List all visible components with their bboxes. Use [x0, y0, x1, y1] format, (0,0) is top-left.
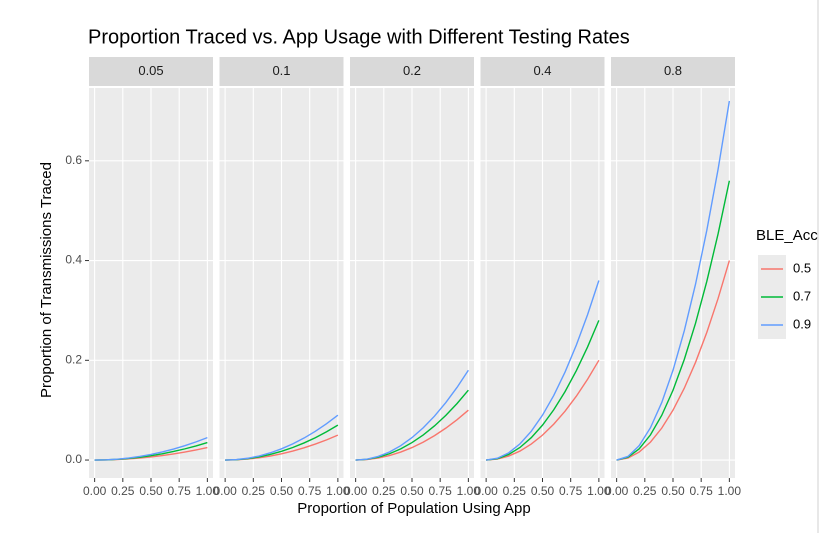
x-tick-label: 0.25 — [372, 484, 396, 498]
data-line — [94, 436, 208, 461]
strip-label: 0.4 — [533, 63, 551, 78]
y-axis-title: Proportion of Transmissions Traced — [38, 162, 55, 398]
x-tick-label: 0.00 — [344, 484, 368, 498]
x-tick-label: 0.00 — [83, 484, 107, 498]
y-tick-label: 0.0 — [65, 452, 82, 466]
legend-title: BLE_Acc — [756, 227, 818, 244]
data-line — [616, 180, 731, 461]
strip-background — [89, 57, 213, 86]
chart-title: Proportion Traced vs. App Usage with Dif… — [88, 26, 630, 48]
x-axis-title: Proportion of Population Using App — [297, 500, 531, 517]
data-line — [486, 320, 600, 461]
data-line — [616, 100, 731, 461]
data-line — [486, 280, 600, 461]
x-tick-label: 1.00 — [326, 484, 350, 498]
x-tick-label: 0.50 — [270, 484, 294, 498]
strip-label: 0.1 — [272, 63, 290, 78]
strip-background — [611, 57, 735, 86]
x-tick-label: 0.75 — [690, 484, 714, 498]
x-tick-label: 0.00 — [474, 484, 498, 498]
data-line — [616, 260, 731, 461]
data-line — [225, 414, 339, 461]
x-tick-label: 0.00 — [213, 484, 237, 498]
strip-background — [219, 57, 344, 86]
strip-background — [480, 57, 605, 86]
x-tick-label: 0.00 — [605, 484, 629, 498]
strip-label: 0.05 — [138, 63, 163, 78]
x-tick-label: 0.50 — [139, 484, 163, 498]
x-tick-label: 1.00 — [718, 484, 742, 498]
data-line — [486, 359, 600, 461]
x-tick-label: 1.00 — [457, 484, 481, 498]
x-tick-label: 0.25 — [503, 484, 527, 498]
x-tick-label: 0.50 — [661, 484, 685, 498]
x-tick-label: 1.00 — [196, 484, 220, 498]
x-tick-label: 0.75 — [559, 484, 583, 498]
y-tick-label: 0.4 — [65, 253, 82, 267]
x-tick-label: 0.75 — [298, 484, 322, 498]
strip-label: 0.2 — [403, 63, 421, 78]
x-tick-label: 1.00 — [587, 484, 611, 498]
y-tick-label: 0.6 — [65, 153, 82, 167]
legend-label: 0.7 — [793, 288, 811, 303]
y-tick-label: 0.2 — [65, 352, 82, 366]
x-tick-label: 0.50 — [531, 484, 555, 498]
legend-label: 0.5 — [793, 260, 811, 275]
x-tick-label: 0.75 — [168, 484, 192, 498]
x-tick-label: 0.50 — [400, 484, 424, 498]
x-tick-label: 0.25 — [633, 484, 657, 498]
x-tick-label: 0.75 — [429, 484, 453, 498]
x-tick-label: 0.25 — [242, 484, 266, 498]
strip-background — [350, 57, 474, 86]
data-line — [355, 369, 469, 461]
strip-label: 0.8 — [664, 63, 682, 78]
legend-label: 0.9 — [793, 316, 811, 331]
x-tick-label: 0.25 — [111, 484, 135, 498]
